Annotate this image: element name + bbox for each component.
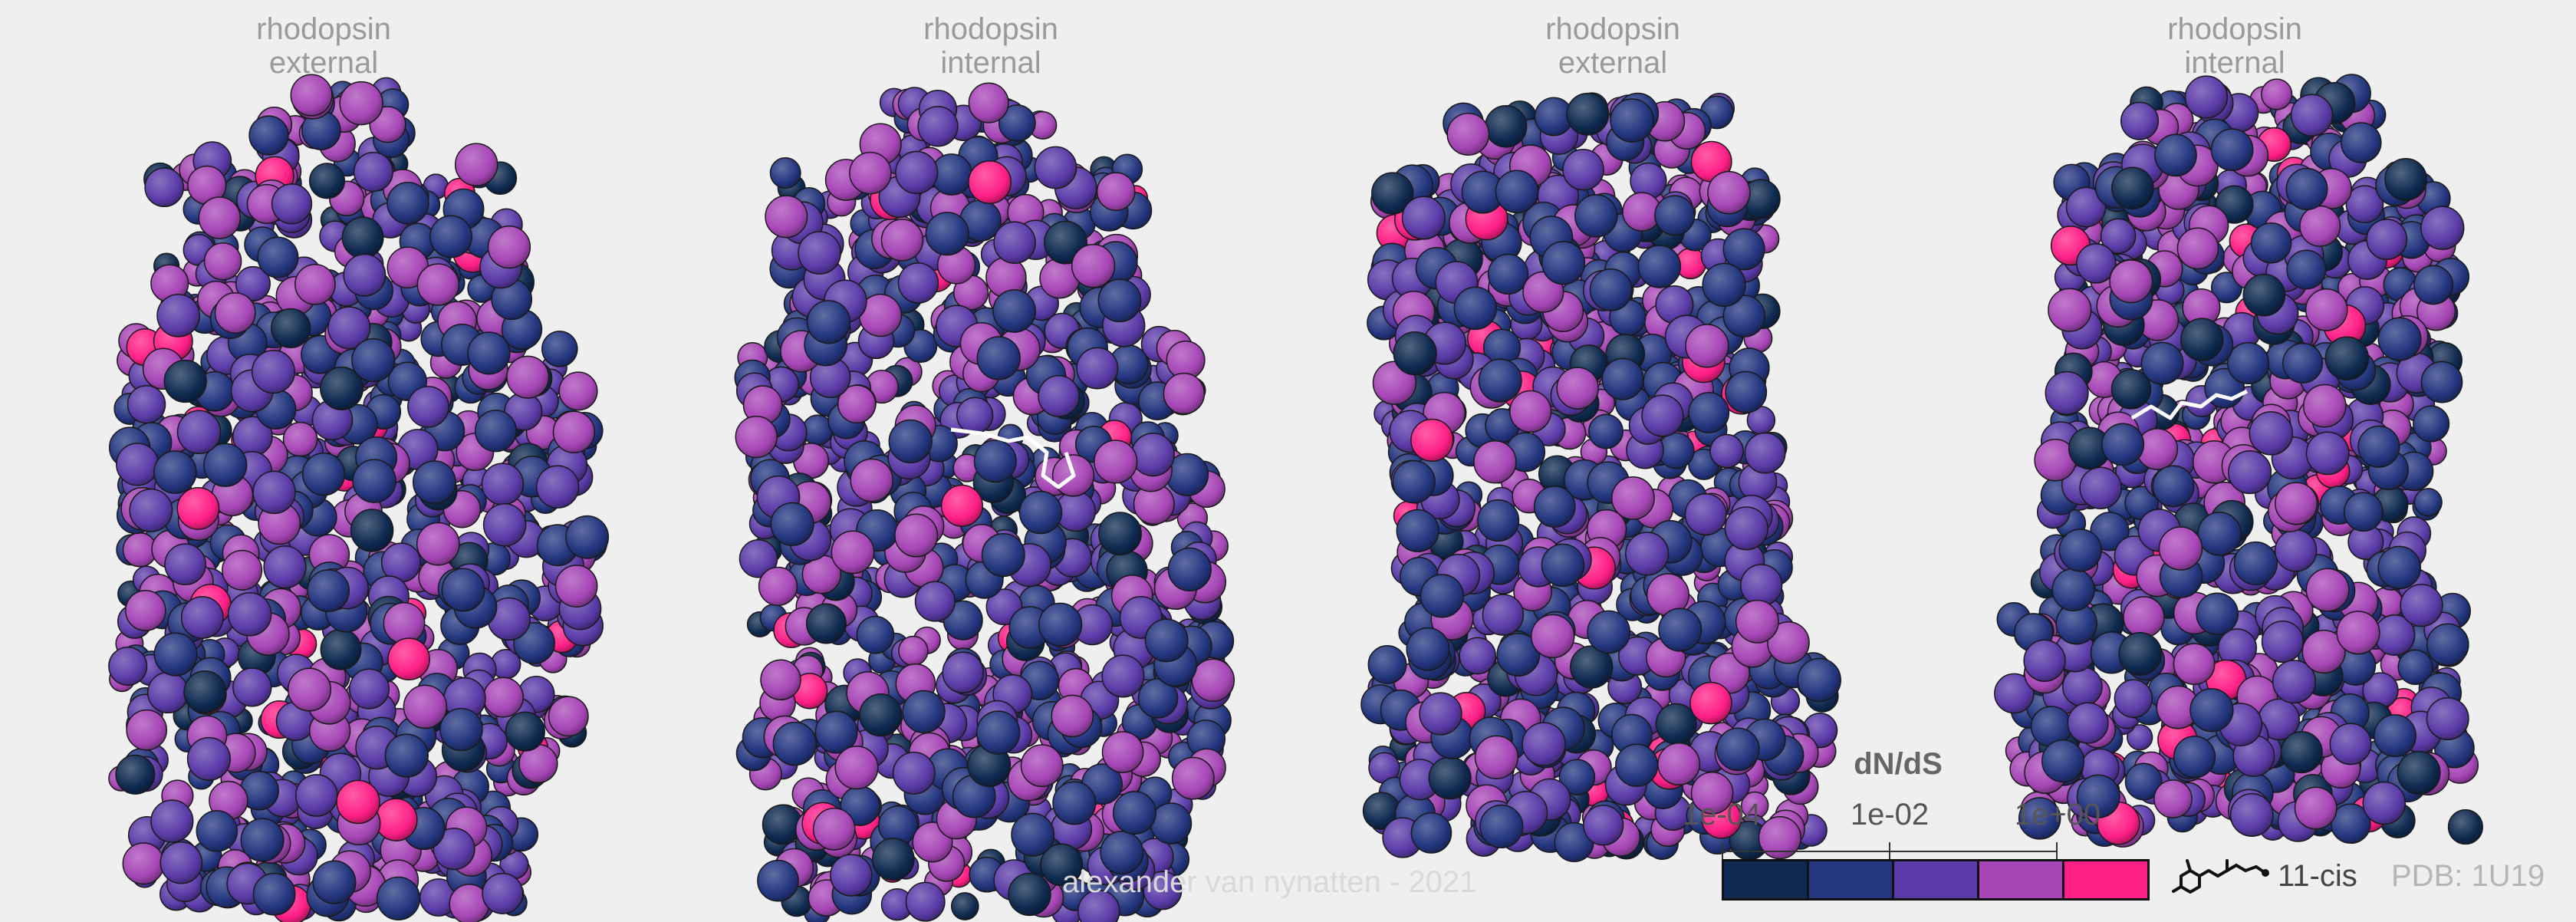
panel-3-title: rhodopsin external xyxy=(1452,12,1774,80)
panel-1-title: rhodopsin external xyxy=(163,12,485,80)
legend-swatch-2 xyxy=(1809,861,1894,898)
protein-structure-3 xyxy=(1360,92,1841,863)
panel-2-title: rhodopsin internal xyxy=(830,12,1152,80)
legend-colorbar xyxy=(1722,859,2150,901)
panel-4-title: rhodopsin internal xyxy=(2074,12,2396,80)
protein-structure-1 xyxy=(108,74,610,922)
panel-2-view: internal xyxy=(940,46,1041,80)
panel-4-view: internal xyxy=(2184,46,2285,80)
pdb-label: PDB: 1U19 xyxy=(2391,859,2545,893)
legend-title: dN/dS xyxy=(1854,747,1943,781)
retinal-molecule-icon xyxy=(2172,859,2269,894)
author-credit: alexander van nynatten - 2021 xyxy=(1062,865,1477,899)
panel-1-protein: rhodopsin xyxy=(256,12,391,46)
panel-4-protein: rhodopsin xyxy=(2167,12,2302,46)
legend-swatch-4 xyxy=(1979,861,2064,898)
panel-3-protein: rhodopsin xyxy=(1545,12,1680,46)
legend-swatch-1 xyxy=(1724,861,1809,898)
panel-3-view: external xyxy=(1558,46,1668,80)
legend-tick-labels: 1e-04 1e-02 1e+00 xyxy=(1633,798,2170,844)
ligand-label: 11-cis xyxy=(2278,859,2357,893)
legend-tick-label: 1e-04 xyxy=(1682,798,1762,831)
panel-1-view: external xyxy=(268,46,379,80)
protein-structure-4 xyxy=(1994,74,2483,848)
legend-tick-label: 1e-02 xyxy=(1850,798,1930,831)
legend-swatch-3 xyxy=(1894,861,1979,898)
panel-2-protein: rhodopsin xyxy=(923,12,1058,46)
protein-structure-2 xyxy=(734,82,1235,922)
legend-axis xyxy=(1722,842,2058,859)
legend-tick-label: 1e+00 xyxy=(2014,798,2101,831)
legend-swatch-5 xyxy=(2064,861,2147,898)
